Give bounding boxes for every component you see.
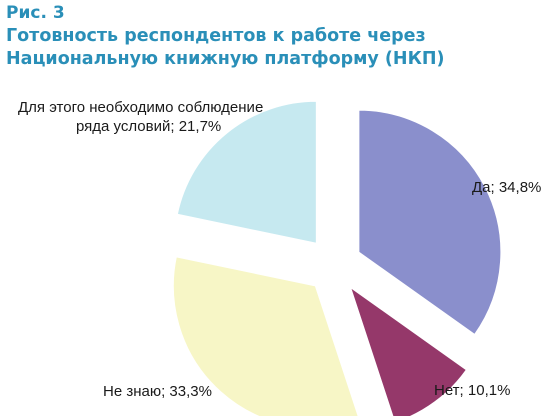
pie-slice-conditions — [176, 100, 317, 244]
pie-slices — [172, 100, 502, 416]
figure-label: Рис. 3 — [6, 3, 65, 23]
chart-title: Готовность респондентов к работе через Н… — [6, 26, 445, 69]
slice-label-yes: Да; 34,8% — [472, 179, 541, 196]
slice-label-conditions-line1: Для этого необходимо соблюдение — [18, 99, 263, 116]
slice-label-no: Нет; 10,1% — [434, 382, 510, 399]
pie-slice-dont-know — [172, 256, 359, 416]
slice-label-dont-know: Не знаю; 33,3% — [103, 383, 212, 400]
slice-label-conditions-line2: ряда условий; 21,7% — [76, 118, 221, 135]
pie-slice-yes — [358, 109, 502, 336]
pie-slice-no — [349, 286, 468, 416]
